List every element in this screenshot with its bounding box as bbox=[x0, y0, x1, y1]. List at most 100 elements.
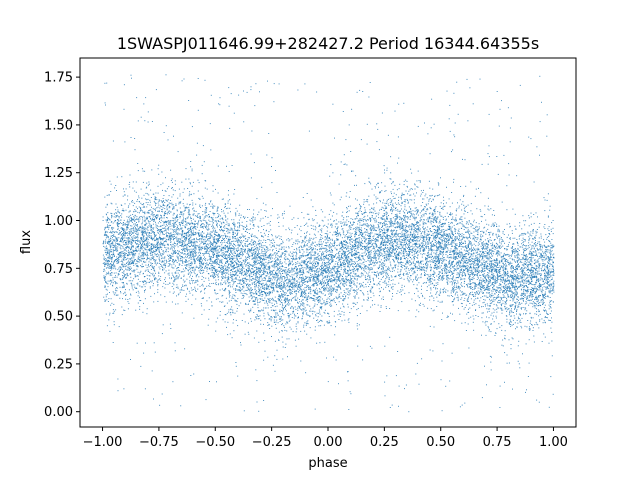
scatter-point bbox=[371, 263, 373, 265]
scatter-point bbox=[447, 316, 449, 318]
scatter-point bbox=[235, 229, 237, 231]
scatter-point bbox=[314, 251, 316, 253]
scatter-point bbox=[447, 290, 449, 292]
scatter-point bbox=[157, 241, 159, 243]
scatter-point bbox=[492, 278, 494, 280]
scatter-point bbox=[473, 231, 475, 233]
scatter-point bbox=[147, 204, 149, 206]
scatter-point bbox=[424, 234, 426, 236]
scatter-point bbox=[118, 244, 120, 246]
scatter-point bbox=[460, 256, 462, 257]
scatter-point bbox=[455, 279, 457, 281]
scatter-point bbox=[213, 251, 215, 253]
scatter-point bbox=[524, 263, 526, 265]
scatter-point bbox=[227, 266, 228, 268]
scatter-point bbox=[114, 239, 116, 241]
scatter-point bbox=[300, 360, 302, 362]
scatter-point bbox=[479, 287, 481, 289]
scatter-point bbox=[268, 222, 270, 224]
scatter-point bbox=[334, 279, 335, 281]
scatter-point bbox=[161, 217, 163, 219]
scatter-point bbox=[157, 192, 159, 194]
scatter-point bbox=[272, 277, 274, 279]
scatter-point bbox=[358, 265, 360, 267]
scatter-point bbox=[323, 289, 325, 291]
scatter-point bbox=[527, 248, 529, 250]
scatter-point bbox=[315, 280, 317, 282]
scatter-point bbox=[287, 238, 289, 240]
scatter-point bbox=[445, 270, 447, 272]
scatter-point bbox=[190, 242, 192, 244]
scatter-point bbox=[520, 325, 522, 327]
scatter-point bbox=[223, 267, 224, 269]
scatter-point bbox=[303, 245, 305, 247]
scatter-point bbox=[131, 200, 133, 201]
scatter-point bbox=[414, 217, 416, 219]
scatter-point bbox=[436, 246, 437, 248]
scatter-point bbox=[331, 275, 333, 277]
scatter-point bbox=[538, 263, 540, 265]
scatter-point bbox=[300, 291, 302, 293]
scatter-point bbox=[489, 308, 491, 310]
scatter-point bbox=[225, 297, 227, 299]
scatter-point bbox=[481, 397, 483, 399]
scatter-point bbox=[517, 322, 519, 324]
scatter-point bbox=[434, 253, 436, 255]
scatter-point bbox=[155, 277, 157, 279]
scatter-point bbox=[462, 258, 464, 259]
scatter-point bbox=[527, 266, 528, 267]
scatter-point bbox=[347, 371, 348, 373]
scatter-point bbox=[115, 203, 117, 205]
scatter-point bbox=[403, 225, 405, 227]
scatter-point bbox=[281, 311, 283, 313]
scatter-point bbox=[111, 203, 113, 205]
scatter-point bbox=[191, 235, 193, 237]
scatter-point bbox=[468, 308, 469, 310]
scatter-point bbox=[261, 309, 263, 311]
scatter-point bbox=[144, 233, 146, 234]
scatter-point bbox=[451, 237, 453, 239]
scatter-point bbox=[465, 330, 467, 331]
scatter-point bbox=[395, 209, 397, 211]
scatter-point bbox=[394, 219, 396, 221]
scatter-point bbox=[530, 269, 532, 271]
scatter-point bbox=[177, 232, 179, 234]
scatter-point bbox=[551, 244, 553, 246]
scatter-point bbox=[333, 298, 335, 300]
scatter-point bbox=[385, 253, 387, 255]
scatter-point bbox=[130, 282, 132, 284]
scatter-point bbox=[197, 216, 199, 218]
scatter-point bbox=[341, 267, 343, 269]
scatter-point bbox=[350, 222, 351, 224]
scatter-point bbox=[354, 254, 356, 256]
scatter-point bbox=[218, 233, 219, 235]
scatter-point bbox=[280, 302, 282, 304]
scatter-point bbox=[477, 271, 479, 273]
scatter-point bbox=[317, 253, 319, 255]
scatter-point bbox=[359, 224, 361, 226]
scatter-point bbox=[228, 279, 230, 281]
scatter-point bbox=[122, 224, 124, 226]
scatter-point bbox=[268, 324, 270, 326]
scatter-point bbox=[531, 296, 533, 298]
scatter-point bbox=[378, 282, 380, 284]
scatter-point bbox=[237, 232, 239, 234]
scatter-point bbox=[344, 298, 346, 300]
scatter-point bbox=[137, 282, 139, 284]
scatter-point bbox=[475, 271, 477, 273]
scatter-point bbox=[182, 236, 184, 237]
scatter-point bbox=[369, 233, 370, 235]
scatter-point bbox=[279, 263, 281, 265]
scatter-point bbox=[365, 224, 367, 226]
scatter-point bbox=[289, 271, 291, 273]
scatter-point bbox=[360, 248, 362, 249]
scatter-point bbox=[480, 256, 482, 257]
scatter-point bbox=[350, 253, 352, 255]
scatter-point bbox=[449, 263, 450, 265]
scatter-point bbox=[355, 253, 357, 255]
scatter-point bbox=[277, 262, 278, 264]
scatter-point bbox=[188, 213, 190, 215]
scatter-point bbox=[512, 272, 514, 274]
scatter-point bbox=[130, 238, 132, 240]
scatter-point bbox=[350, 260, 352, 262]
